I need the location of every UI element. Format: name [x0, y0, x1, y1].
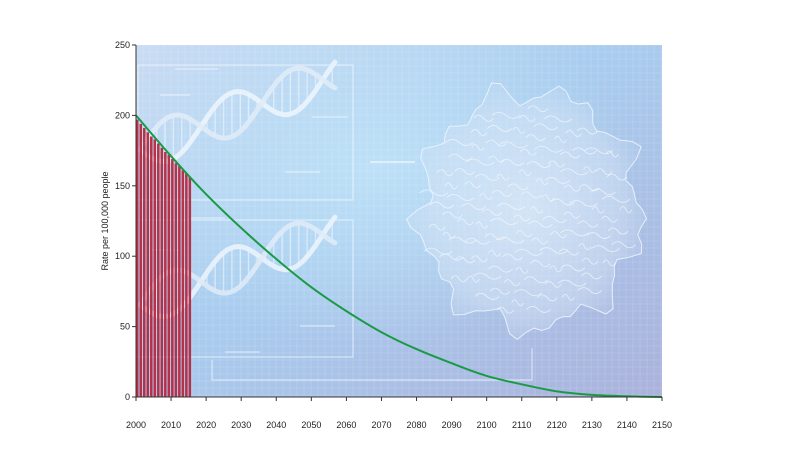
- x-tick-label: 2070: [371, 420, 391, 430]
- x-tick-label: 2080: [407, 420, 427, 430]
- x-tick-label: 2050: [301, 420, 321, 430]
- line-series: [135, 114, 663, 398]
- x-tick-label: 2140: [617, 420, 637, 430]
- bar-series: [136, 119, 192, 398]
- cell-illustration: [405, 82, 647, 341]
- bar: [153, 139, 157, 397]
- y-tick-label: 200: [115, 110, 130, 120]
- y-tick-label: 150: [115, 181, 130, 191]
- x-tick-label: 2010: [161, 420, 181, 430]
- bar: [139, 123, 143, 397]
- y-tick-label: 0: [125, 392, 130, 402]
- bar: [150, 136, 153, 397]
- trend-line: [135, 114, 663, 398]
- x-tick-label: 2150: [652, 420, 672, 430]
- bar: [171, 159, 174, 397]
- y-tick-label: 250: [115, 40, 130, 50]
- y-tick-label: 100: [115, 251, 130, 261]
- bar: [188, 177, 192, 397]
- bar: [178, 166, 181, 397]
- bar: [146, 132, 150, 398]
- bar: [167, 154, 171, 397]
- bar: [160, 147, 164, 397]
- x-axis-ticks: 2000 2010 2020 2030 2040 2050 2060 2070 2080 2090…: [126, 397, 672, 430]
- bar: [157, 143, 160, 397]
- x-tick-label: 2100: [477, 420, 497, 430]
- axes: 0 50 100 150 200 250 2000 2010 2020 2030 2040 2050…: [115, 40, 672, 430]
- x-tick-label: 2060: [336, 420, 356, 430]
- x-tick-label: 2130: [582, 420, 602, 430]
- y-axis-ticks: 0 50 100 150 200 250: [115, 40, 136, 402]
- bar: [181, 170, 185, 397]
- bar: [136, 119, 139, 398]
- x-tick-label: 2110: [512, 420, 531, 430]
- y-axis-label: Rate per 100,000 people: [100, 171, 110, 270]
- x-tick-label: 2000: [126, 420, 146, 430]
- x-tick-label: 2030: [231, 420, 251, 430]
- x-tick-label: 2040: [266, 420, 286, 430]
- y-tick-label: 50: [120, 322, 130, 332]
- x-tick-label: 2120: [547, 420, 567, 430]
- bar: [174, 163, 178, 397]
- x-tick-label: 2020: [196, 420, 216, 430]
- bar: [143, 128, 146, 397]
- bar: [185, 173, 188, 397]
- bar: [164, 152, 167, 397]
- x-tick-label: 2090: [442, 420, 462, 430]
